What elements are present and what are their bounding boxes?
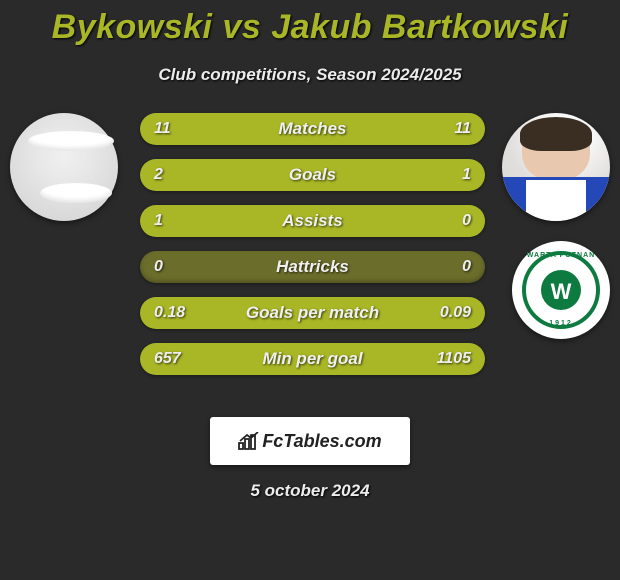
stat-bar: 0.18Goals per match0.09 [140,297,485,329]
stat-label: Matches [140,113,485,145]
stat-value-right: 0 [462,251,471,283]
stat-value-right: 0 [462,205,471,237]
stat-label: Assists [140,205,485,237]
stat-value-right: 1105 [437,343,471,375]
stat-bar: 657Min per goal1105 [140,343,485,375]
stat-bar: 11Matches11 [140,113,485,145]
club-badge: WARTA POZNAŃ 1912 W [512,241,610,339]
stat-value-right: 1 [462,159,471,191]
stat-label: Goals per match [140,297,485,329]
stat-bar: 0Hattricks0 [140,251,485,283]
stat-value-right: 0.09 [440,297,471,329]
club-badge-name: WARTA POZNAŃ [522,252,600,259]
stat-label: Min per goal [140,343,485,375]
player-right-avatar [502,113,610,221]
stat-bars: 11Matches112Goals11Assists00Hattricks00.… [140,113,485,389]
stat-bar: 2Goals1 [140,159,485,191]
footer-date: 5 october 2024 [0,481,620,501]
subtitle: Club competitions, Season 2024/2025 [0,65,620,85]
stat-label: Goals [140,159,485,191]
chart-icon [238,432,260,450]
stat-bar: 1Assists0 [140,205,485,237]
stats-area: WARTA POZNAŃ 1912 W 11Matches112Goals11A… [0,113,620,413]
brand-badge[interactable]: FcTables.com [210,417,410,465]
club-badge-letter: W [551,279,572,305]
page-title: Bykowski vs Jakub Bartkowski [0,0,620,47]
stat-label: Hattricks [140,251,485,283]
player-left-avatar [10,113,118,221]
brand-text: FcTables.com [262,431,381,452]
club-badge-year: 1912 [522,320,600,327]
stat-value-right: 11 [454,113,471,145]
